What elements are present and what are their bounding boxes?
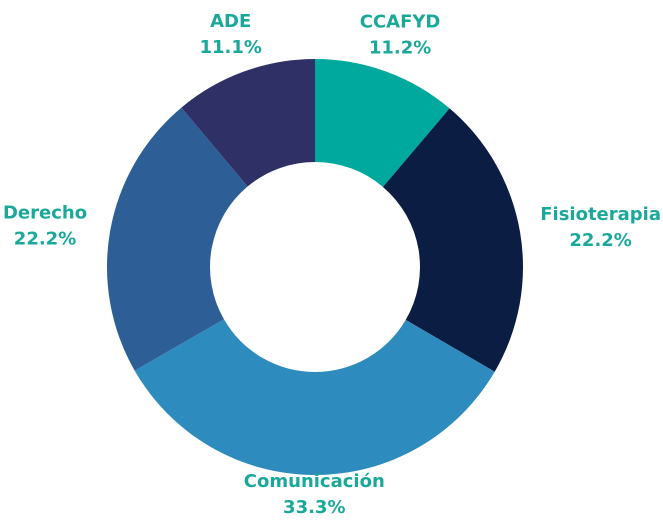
slice-value-label: 22.2% <box>569 230 631 251</box>
donut-slice <box>315 59 450 187</box>
donut-slice <box>134 319 495 475</box>
slice-label: ADE <box>210 11 251 32</box>
donut-slice <box>106 107 248 371</box>
slice-label: Derecho <box>3 202 87 223</box>
slice-label: Comunicación <box>244 471 385 492</box>
donut-slice <box>382 108 524 372</box>
donut-slice <box>181 59 315 187</box>
slice-label: CCAFYD <box>360 11 441 32</box>
slice-value-label: 22.2% <box>14 228 76 249</box>
slice-value-label: 11.1% <box>199 37 261 58</box>
slice-value-label: 33.3% <box>283 497 345 518</box>
slice-value-label: 11.2% <box>369 37 431 58</box>
slice-label: Fisioterapia <box>540 204 661 225</box>
